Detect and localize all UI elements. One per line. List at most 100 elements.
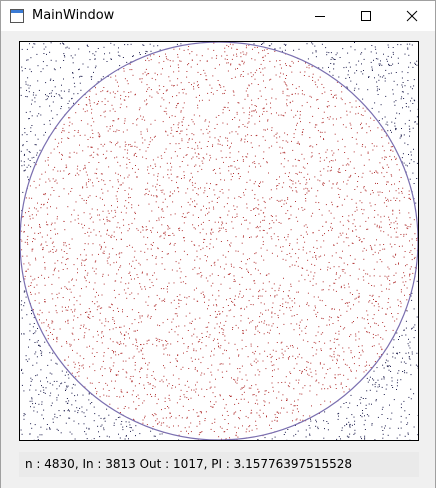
point-inside — [359, 238, 361, 240]
point-inside — [269, 60, 271, 62]
point-inside — [228, 189, 230, 191]
point-outside — [285, 44, 287, 46]
point-inside — [294, 405, 296, 407]
point-outside — [398, 339, 399, 340]
point-outside — [34, 134, 36, 136]
point-inside — [279, 60, 281, 61]
point-inside — [157, 324, 159, 326]
point-inside — [103, 218, 104, 220]
point-inside — [67, 258, 69, 260]
point-inside — [137, 293, 139, 295]
point-inside — [315, 353, 317, 355]
point-inside — [236, 111, 238, 113]
point-inside — [200, 249, 202, 251]
point-inside — [262, 113, 263, 115]
point-inside — [225, 404, 227, 406]
point-outside — [124, 438, 126, 440]
point-inside — [135, 408, 137, 410]
point-inside — [74, 219, 76, 221]
point-inside — [97, 148, 99, 150]
point-inside — [344, 287, 346, 289]
point-inside — [50, 230, 52, 231]
point-outside — [102, 76, 104, 78]
point-inside — [342, 347, 344, 349]
point-outside — [31, 398, 33, 400]
point-inside — [293, 388, 295, 390]
point-inside — [363, 318, 365, 320]
point-outside — [20, 160, 22, 162]
point-inside — [236, 55, 238, 57]
point-inside — [336, 242, 338, 244]
point-inside — [247, 73, 249, 75]
point-inside — [94, 296, 96, 298]
point-inside — [287, 236, 289, 238]
point-inside — [288, 358, 289, 360]
point-inside — [174, 115, 176, 117]
close-button[interactable] — [389, 1, 435, 31]
point-inside — [221, 224, 223, 226]
point-inside — [372, 337, 374, 339]
point-inside — [73, 315, 75, 317]
point-inside — [77, 130, 79, 132]
point-inside — [211, 364, 213, 366]
point-inside — [330, 212, 332, 214]
point-inside — [146, 376, 148, 378]
point-outside — [384, 425, 386, 427]
point-outside — [410, 100, 411, 102]
point-inside — [403, 233, 405, 235]
point-inside — [148, 339, 150, 341]
point-inside — [285, 65, 287, 66]
point-inside — [309, 415, 311, 417]
point-outside — [21, 433, 23, 435]
point-outside — [354, 72, 356, 74]
point-inside — [109, 220, 111, 222]
point-inside — [53, 328, 55, 330]
point-inside — [217, 139, 219, 141]
point-inside — [136, 119, 137, 121]
point-inside — [230, 309, 232, 311]
point-inside — [163, 99, 165, 101]
point-outside — [130, 427, 132, 429]
point-inside — [112, 91, 114, 93]
point-inside — [215, 116, 217, 118]
point-inside — [172, 193, 174, 195]
point-inside — [125, 376, 127, 378]
point-inside — [329, 340, 331, 342]
title-bar[interactable]: MainWindow — [1, 1, 435, 31]
point-outside — [35, 330, 37, 332]
point-inside — [117, 407, 119, 409]
point-inside — [257, 98, 259, 100]
point-inside — [85, 327, 87, 329]
point-inside — [128, 228, 130, 230]
point-inside — [356, 186, 358, 188]
point-inside — [290, 256, 292, 258]
point-inside — [96, 341, 98, 342]
point-inside — [226, 370, 228, 372]
point-inside — [297, 257, 299, 259]
point-inside — [236, 113, 238, 115]
point-inside — [331, 187, 333, 189]
point-inside — [183, 250, 185, 252]
minimize-button[interactable] — [297, 1, 343, 31]
point-inside — [163, 365, 164, 367]
point-inside — [135, 152, 137, 154]
point-inside — [89, 100, 91, 102]
point-inside — [277, 368, 279, 370]
point-inside — [54, 268, 55, 270]
point-inside — [300, 172, 302, 174]
point-inside — [55, 305, 57, 307]
point-inside — [254, 333, 256, 335]
point-inside — [405, 224, 407, 226]
point-inside — [54, 138, 56, 140]
point-inside — [147, 194, 149, 195]
point-inside — [23, 263, 25, 265]
point-inside — [346, 114, 348, 116]
point-outside — [39, 106, 41, 108]
point-inside — [383, 202, 385, 204]
point-outside — [379, 76, 381, 78]
point-inside — [264, 216, 266, 218]
maximize-button[interactable] — [343, 1, 389, 31]
point-inside — [218, 346, 220, 348]
point-inside — [51, 322, 53, 324]
point-outside — [119, 55, 121, 57]
